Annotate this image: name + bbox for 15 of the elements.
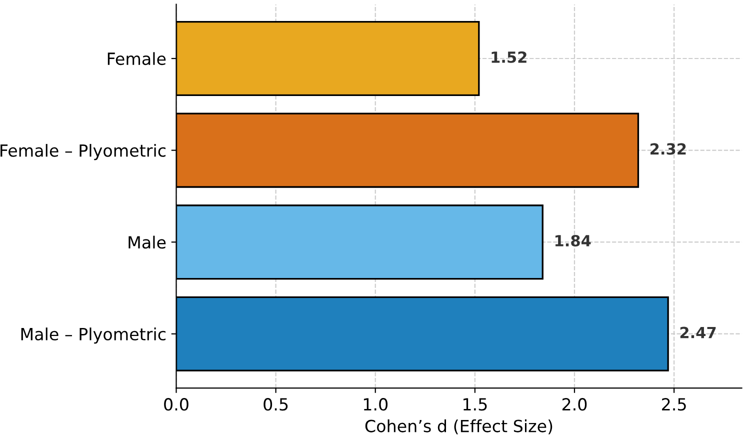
y-tick-label: Male	[128, 236, 166, 249]
data-label: 1.52	[492, 51, 526, 63]
data-label: 1.84	[555, 234, 591, 247]
x-tick-label: 1.0	[364, 398, 388, 411]
x-tick-label: 2.0	[562, 398, 587, 411]
x-tick-label: 1.5	[464, 398, 487, 411]
y-tick-label: Female – Plyometric	[0, 144, 166, 160]
y-tick-label: Female	[108, 52, 166, 66]
x-tick-label: 0.5	[264, 398, 288, 411]
y-tick-label: Male – Plyometric	[21, 328, 166, 344]
data-label: 2.32	[650, 143, 686, 155]
x-tick-label: 0.0	[164, 398, 188, 411]
x-axis-title: Cohen’s d (Effect Size)	[365, 419, 552, 434]
data-label: 2.47	[680, 326, 716, 338]
x-tick-label: 2.5	[662, 398, 686, 411]
